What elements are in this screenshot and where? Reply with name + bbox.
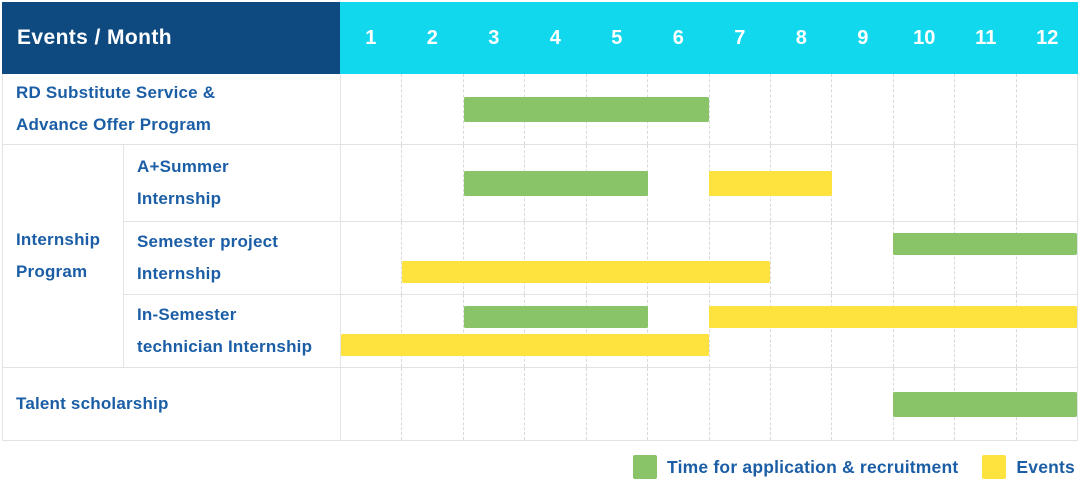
month-gridline	[525, 368, 587, 440]
month-gridline	[587, 295, 649, 367]
month-gridline	[710, 222, 771, 294]
row-label-5: Talent scholarship	[3, 368, 340, 440]
legend-label-1: Time for application & recruitment	[667, 456, 959, 477]
month-gridline	[710, 74, 771, 144]
month-header-1: 1	[365, 26, 377, 49]
month-gridline	[955, 222, 1017, 294]
group-label-internship-program: Internship Program	[3, 145, 123, 367]
month-header-12: 12	[1036, 26, 1059, 49]
month-gridline	[771, 74, 833, 144]
month-header-11: 11	[975, 26, 997, 49]
month-gridline	[1017, 145, 1077, 221]
events-bar	[709, 306, 1077, 328]
month-header-10: 10	[913, 26, 936, 49]
legend-label-2: Events	[1016, 456, 1075, 477]
gantt-body: RD Substitute Service & Advance Offer Pr…	[2, 74, 1078, 441]
legend-item-2: Events	[982, 455, 1075, 479]
month-header-7: 7	[734, 26, 746, 49]
month-gridline	[894, 295, 956, 367]
month-gridline	[832, 145, 894, 221]
month-gridline	[710, 295, 771, 367]
month-gridline	[832, 222, 894, 294]
month-gridline	[341, 222, 403, 294]
month-header-9: 9	[857, 26, 869, 49]
month-gridline	[402, 222, 464, 294]
timeline-row-4	[341, 295, 1077, 367]
row-label-4: In-Semester technician Internship	[124, 295, 340, 367]
month-gridline	[771, 145, 833, 221]
month-gridline	[587, 222, 649, 294]
legend-item-1: Time for application & recruitment	[633, 455, 958, 479]
recruitment-bar	[463, 97, 709, 122]
month-gridline	[832, 74, 894, 144]
timeline-row-2	[341, 145, 1077, 221]
month-header-5: 5	[611, 26, 623, 49]
month-gridline	[341, 368, 403, 440]
month-gridline	[525, 295, 587, 367]
month-gridline	[955, 74, 1017, 144]
month-gridline	[832, 368, 894, 440]
month-gridline	[771, 222, 833, 294]
month-gridline	[402, 145, 464, 221]
recruitment-bar	[463, 171, 648, 196]
month-gridline	[587, 368, 649, 440]
month-gridline	[955, 145, 1017, 221]
recruitment-bar	[893, 392, 1077, 417]
header-title-cell: Events / Month	[2, 2, 340, 74]
month-gridline	[710, 368, 771, 440]
month-header-2: 2	[426, 26, 438, 49]
month-header-row: 1 2 3 4 5 6 7 8 9 10 11 12	[340, 2, 1078, 74]
month-gridline	[648, 74, 710, 144]
month-header-3: 3	[488, 26, 500, 49]
events-bar	[709, 171, 832, 196]
row-label-1: RD Substitute Service & Advance Offer Pr…	[3, 74, 340, 144]
month-gridline	[648, 295, 710, 367]
month-gridline	[525, 222, 587, 294]
header-title: Events / Month	[17, 26, 172, 49]
month-header-8: 8	[795, 26, 807, 49]
month-gridline	[894, 74, 956, 144]
events-bar	[402, 261, 771, 283]
month-gridline	[771, 368, 833, 440]
month-gridline	[771, 295, 833, 367]
month-gridline	[341, 145, 403, 221]
month-gridline	[402, 74, 464, 144]
timeline-row-3	[341, 222, 1077, 294]
month-header-4: 4	[549, 26, 561, 49]
yellow-legend-swatch	[982, 455, 1007, 479]
month-gridline	[648, 145, 710, 221]
month-gridline	[464, 295, 526, 367]
timeline-row-5	[341, 368, 1077, 440]
month-gridline	[464, 368, 526, 440]
month-gridline	[955, 295, 1017, 367]
month-gridline	[402, 295, 464, 367]
month-gridline	[648, 222, 710, 294]
month-gridline	[341, 74, 403, 144]
month-gridline	[832, 295, 894, 367]
month-gridline	[464, 222, 526, 294]
month-gridline	[341, 295, 403, 367]
month-gridline	[894, 145, 956, 221]
month-gridline	[648, 368, 710, 440]
month-header-6: 6	[672, 26, 684, 49]
header-row: Events / Month 1 2 3 4 5 6 7 8 9 10 11 12	[2, 2, 1078, 74]
month-gridline	[1017, 74, 1077, 144]
row-label-3: Semester project Internship	[124, 222, 340, 294]
row-label-2: A+Summer Internship	[124, 145, 340, 221]
green-legend-swatch	[633, 455, 658, 479]
timeline-row-1	[341, 74, 1077, 144]
events-bar	[341, 334, 709, 356]
month-gridline	[402, 368, 464, 440]
recruitment-bar	[893, 233, 1077, 255]
recruitment-bar	[463, 306, 648, 328]
legend: Time for application & recruitment Events	[2, 441, 1078, 493]
month-gridline	[894, 222, 956, 294]
